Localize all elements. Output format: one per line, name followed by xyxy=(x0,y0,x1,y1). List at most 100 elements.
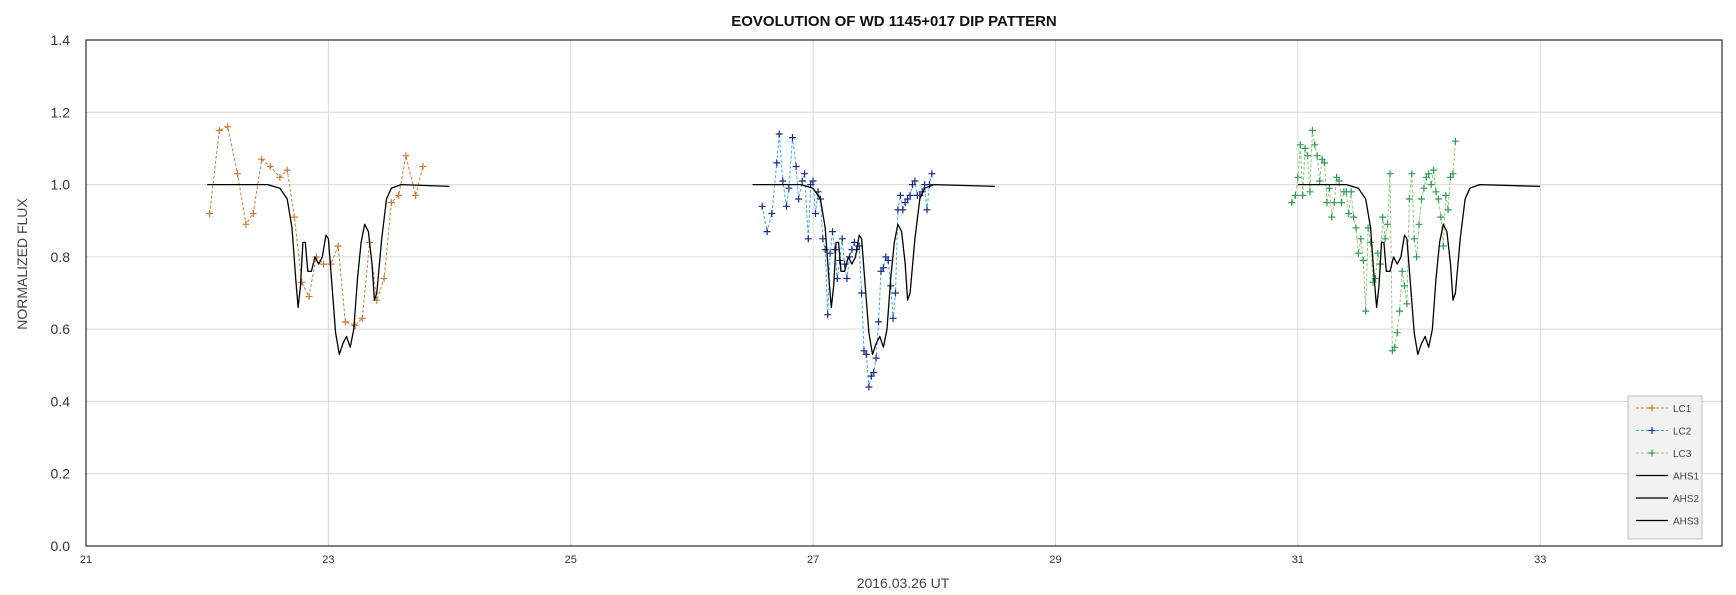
x-tick-label: 31 xyxy=(1292,554,1304,566)
legend-marker xyxy=(1648,404,1656,412)
data-point-lc3 xyxy=(1432,188,1440,196)
data-point-lc3 xyxy=(1422,173,1430,181)
data-point-lc2 xyxy=(923,206,931,214)
legend-label: AHS2 xyxy=(1673,494,1700,505)
data-point-lc2 xyxy=(812,210,819,217)
data-point-lc1 xyxy=(412,191,420,199)
data-point-lc3 xyxy=(1425,170,1433,178)
data-point-lc3 xyxy=(1388,347,1396,355)
y-tick-label: 0.6 xyxy=(51,321,71,337)
legend-label: LC3 xyxy=(1673,449,1692,460)
data-point-lc3 xyxy=(1413,253,1421,261)
y-tick-label: 1.2 xyxy=(51,104,71,120)
data-point-lc1 xyxy=(276,173,284,181)
chart-title: EOVOLUTION OF WD 1145+017 DIP PATTERN xyxy=(731,13,1057,30)
data-point-lc3 xyxy=(1352,224,1360,232)
data-point-lc2 xyxy=(819,235,827,243)
legend-label: LC1 xyxy=(1673,404,1692,415)
data-point-lc1 xyxy=(206,210,214,217)
legend-label: AHS3 xyxy=(1673,517,1700,528)
data-point-lc3 xyxy=(1379,213,1387,221)
data-point-lc3 xyxy=(1306,188,1314,196)
data-point-lc3 xyxy=(1357,235,1365,243)
data-point-lc2 xyxy=(798,177,806,185)
data-point-lc3 xyxy=(1325,184,1333,192)
data-point-lc1 xyxy=(249,210,257,217)
data-point-lc3 xyxy=(1391,343,1399,351)
data-point-lc3 xyxy=(1359,257,1367,264)
x-tick-label: 33 xyxy=(1534,554,1546,566)
data-point-lc2 xyxy=(785,184,793,192)
data-point-lc2 xyxy=(904,195,912,203)
data-point-lc3 xyxy=(1369,278,1377,286)
data-point-lc1 xyxy=(395,191,403,199)
data-point-lc2 xyxy=(875,318,883,326)
data-point-lc3 xyxy=(1442,191,1450,199)
data-point-lc1 xyxy=(320,260,327,268)
data-point-lc3 xyxy=(1434,195,1442,203)
y-tick-label: 1.0 xyxy=(51,177,71,193)
series-ahs1 xyxy=(207,183,450,356)
data-point-lc1 xyxy=(242,220,250,228)
data-point-lc3 xyxy=(1311,141,1319,149)
data-point-lc3 xyxy=(1415,220,1423,228)
x-ticks: 21 23 25 27 29 31 33 xyxy=(80,554,1546,566)
data-point-lc3 xyxy=(1333,173,1341,181)
x-tick-label: 23 xyxy=(322,554,334,566)
data-point-lc3 xyxy=(1301,144,1309,152)
data-point-lc3 xyxy=(1308,126,1316,134)
data-point-lc2 xyxy=(911,177,919,185)
x-tick-label: 21 xyxy=(80,554,92,566)
data-point-lc3 xyxy=(1386,170,1394,178)
data-point-lc2 xyxy=(801,170,809,178)
data-point-lc3 xyxy=(1345,210,1353,217)
legend-item-ahs2: AHS2 xyxy=(1636,494,1700,505)
data-point-lc2 xyxy=(850,238,858,246)
series-ahs2 xyxy=(752,183,995,356)
y-tick-label: 0.0 xyxy=(51,538,71,554)
data-point-lc1 xyxy=(387,199,395,207)
data-point-lc1 xyxy=(283,166,291,174)
data-point-lc2 xyxy=(826,249,834,257)
data-point-lc3 xyxy=(1367,238,1375,246)
y-tick-label: 1.4 xyxy=(51,32,71,48)
data-point-lc3 xyxy=(1321,159,1328,167)
y-tick-label: 0.8 xyxy=(51,249,71,265)
data-point-lc1 xyxy=(419,163,427,170)
data-point-lc3 xyxy=(1318,155,1326,163)
x-axis-label: 2016.03.26 UT xyxy=(857,575,950,591)
data-point-lc1 xyxy=(258,155,266,163)
series-ahs3 xyxy=(1297,183,1541,356)
data-point-lc3 xyxy=(1430,166,1438,174)
data-point-lc3 xyxy=(1371,275,1379,282)
data-point-lc2 xyxy=(795,195,803,203)
data-point-lc3 xyxy=(1288,199,1296,207)
data-point-lc1 xyxy=(380,275,388,282)
data-point-lc3 xyxy=(1449,170,1457,178)
data-point-lc1 xyxy=(290,213,298,221)
data-point-lc2 xyxy=(768,210,776,217)
data-point-lc3 xyxy=(1403,300,1411,308)
data-point-lc3 xyxy=(1335,177,1343,185)
data-point-lc2 xyxy=(870,369,878,376)
data-point-lc2 xyxy=(773,159,781,167)
series-line-ahs1 xyxy=(207,183,450,356)
legend: LC1 LC2 LC3 AHS1 AHS2 AHS3 xyxy=(1627,395,1703,540)
data-point-lc3 xyxy=(1354,249,1362,257)
data-point-lc1 xyxy=(224,123,232,131)
data-point-lc3 xyxy=(1384,220,1391,228)
data-point-lc2 xyxy=(763,228,771,236)
data-point-lc2 xyxy=(865,383,873,391)
legend-marker xyxy=(1648,427,1656,434)
data-point-lc3 xyxy=(1338,199,1345,207)
data-point-lc2 xyxy=(804,235,812,243)
data-point-lc3 xyxy=(1316,177,1324,185)
data-point-lc2 xyxy=(928,170,936,178)
data-point-lc3 xyxy=(1420,184,1428,192)
data-point-lc1 xyxy=(305,293,313,301)
data-point-lc1 xyxy=(402,152,410,160)
data-point-lc3 xyxy=(1323,199,1331,207)
data-point-lc2 xyxy=(872,354,880,362)
data-point-lc1 xyxy=(334,242,342,250)
